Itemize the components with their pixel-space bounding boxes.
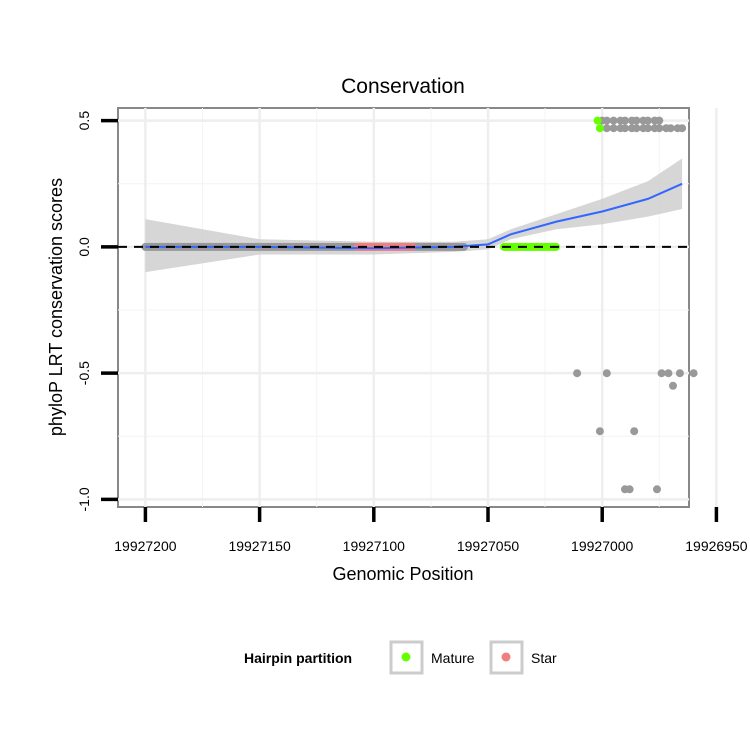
grid-lines xyxy=(118,108,718,507)
point-other xyxy=(655,124,664,133)
legend-label-mature: Mature xyxy=(431,650,475,666)
point-other xyxy=(643,116,652,125)
point-other xyxy=(609,124,618,133)
y-tick-label: -0.5 xyxy=(76,361,92,385)
y-tick-label: -1.0 xyxy=(76,487,92,511)
point-mature xyxy=(595,124,604,133)
y-tick-label: 0.5 xyxy=(76,111,92,131)
legend: Hairpin partition Mature Star xyxy=(244,640,557,675)
x-axis-label: Genomic Position xyxy=(332,564,473,584)
point-other xyxy=(621,124,629,133)
y-axis: 0.5 0.0 -0.5 -1.0 xyxy=(76,111,118,511)
point-other xyxy=(666,124,675,133)
point-other xyxy=(630,427,639,436)
point-other xyxy=(609,116,618,125)
y-axis-label: phyloP LRT conservation scores xyxy=(46,178,66,436)
point-other xyxy=(632,124,641,133)
point-other xyxy=(643,124,652,133)
point-other xyxy=(573,369,582,378)
point-other xyxy=(664,369,673,378)
y-tick-label: 0.0 xyxy=(76,237,92,257)
x-tick-label: 19927050 xyxy=(457,538,520,554)
point-other xyxy=(625,485,634,494)
point-other xyxy=(602,124,611,133)
legend-label-star: Star xyxy=(531,650,557,666)
point-other xyxy=(621,116,629,125)
plot-panel xyxy=(117,107,690,508)
legend-dot-mature xyxy=(401,652,411,662)
point-other xyxy=(675,369,684,378)
point-other xyxy=(602,116,611,125)
x-tick-label: 19927150 xyxy=(228,538,291,554)
point-other xyxy=(678,124,687,133)
x-tick-label: 19927000 xyxy=(571,538,634,554)
point-other xyxy=(655,116,664,125)
chart-title: Conservation xyxy=(341,75,465,98)
point-other xyxy=(653,485,661,494)
point-other xyxy=(657,369,666,378)
point-other xyxy=(602,369,611,378)
point-mature xyxy=(593,116,602,125)
point-other xyxy=(595,427,604,436)
legend-title: Hairpin partition xyxy=(244,650,352,666)
point-other xyxy=(632,116,641,125)
x-axis: 19927200 19927150 19927100 19927050 19927000… xyxy=(114,507,748,554)
x-tick-label: 19927100 xyxy=(343,538,406,554)
point-other xyxy=(669,381,677,390)
legend-dot-star xyxy=(501,652,511,662)
x-tick-label: 19926950 xyxy=(685,538,748,554)
legend-key-mature xyxy=(389,640,424,675)
x-tick-label: 19927200 xyxy=(114,538,177,554)
point-other xyxy=(689,369,698,378)
